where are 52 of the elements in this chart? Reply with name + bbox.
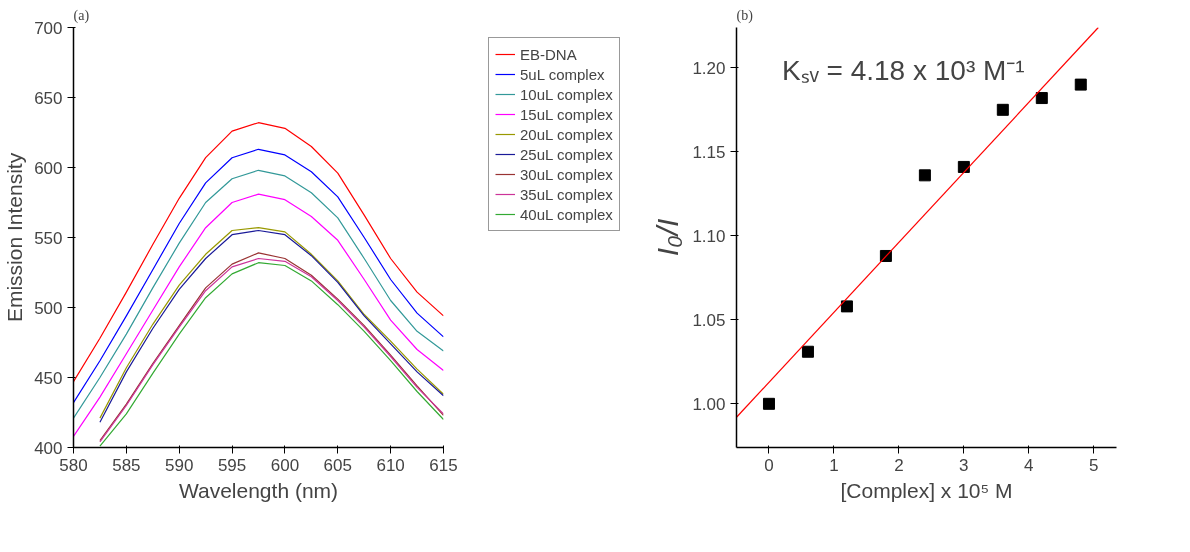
legend-label: 40uL complex [520, 205, 613, 223]
point [762, 397, 775, 410]
chart-title: (b) [736, 7, 754, 24]
y-tick-label: 1.10 [692, 226, 726, 246]
legend-label: 25uL complex [520, 145, 613, 163]
y-tick-label: 450 [34, 368, 63, 388]
x-tick-label: 2 [894, 455, 904, 475]
point [840, 300, 853, 313]
legend-label: 5uL complex [520, 65, 605, 83]
y-tick-label: 650 [34, 88, 63, 108]
x-tick-label: 3 [959, 455, 969, 475]
x-axis-title: [Complex] x 10⁵ M [840, 478, 1013, 502]
point [1035, 92, 1048, 105]
x-tick-label: 5 [1089, 455, 1099, 475]
y-tick-label: 700 [34, 18, 63, 38]
y-axis-title: Emission Intensity [3, 152, 27, 323]
line-series [73, 122, 444, 383]
point [957, 160, 970, 173]
y-axis-title: I₀/I [651, 218, 685, 257]
point [996, 103, 1009, 116]
legend-label: 15uL complex [520, 105, 613, 123]
point [801, 345, 814, 358]
x-tick-label: 595 [217, 455, 247, 475]
legend-label: 20uL complex [520, 125, 613, 143]
legend-label: 30uL complex [520, 165, 613, 183]
y-tick-label: 600 [34, 158, 63, 178]
x-tick-label: 580 [59, 455, 88, 475]
y-tick-label: 1.00 [692, 394, 726, 414]
x-tick-label: 615 [429, 455, 458, 475]
legend-label: EB-DNA [520, 45, 577, 63]
x-tick-label: 610 [376, 455, 405, 475]
chart-title: (a) [73, 7, 90, 24]
x-tick-label: 4 [1024, 455, 1034, 475]
point [1074, 78, 1087, 91]
y-tick-label: 550 [34, 228, 63, 248]
x-tick-label: 590 [165, 455, 194, 475]
annotation: Kₛᵥ = 4.18 x 10³ M⁻¹ [782, 55, 1025, 87]
x-tick-label: 0 [764, 455, 774, 475]
y-tick-label: 400 [34, 438, 63, 458]
y-tick-label: 1.15 [692, 142, 726, 162]
legend-label: 10uL complex [520, 85, 613, 103]
x-tick-label: 585 [112, 455, 141, 475]
point [918, 169, 931, 182]
x-tick-label: 1 [829, 455, 839, 475]
x-axis-title: Wavelength (nm) [178, 478, 339, 502]
y-tick-label: 1.20 [692, 58, 726, 78]
y-tick-label: 500 [34, 298, 63, 318]
legend-label: 35uL complex [520, 185, 613, 203]
y-tick-label: 1.05 [692, 310, 726, 330]
x-tick-label: 605 [323, 455, 352, 475]
x-tick-label: 600 [270, 455, 300, 475]
line-series [73, 193, 444, 437]
